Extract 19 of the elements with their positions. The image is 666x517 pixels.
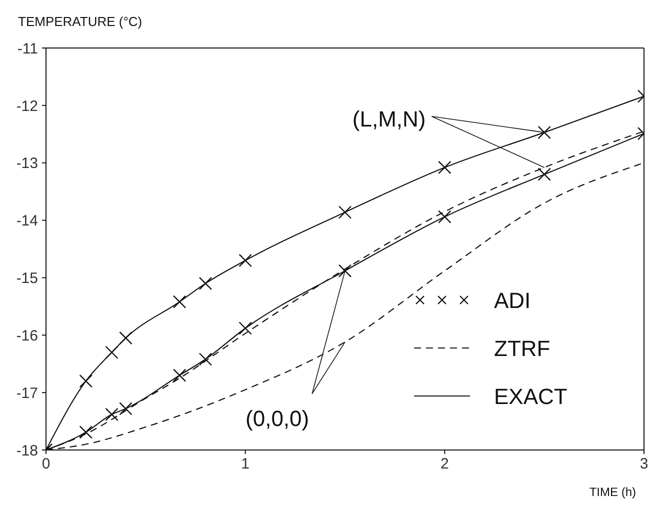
y-tick-label: -13 bbox=[16, 155, 38, 172]
y-tick-label: -18 bbox=[16, 442, 38, 460]
annotation: (L,M,N) bbox=[352, 106, 426, 132]
y-tick-label: -12 bbox=[16, 98, 38, 115]
x-tick-label: 3 bbox=[640, 456, 648, 473]
y-tick-label: -17 bbox=[16, 384, 38, 402]
legend-label: ZTRF bbox=[494, 336, 550, 361]
y-tick-label: -15 bbox=[16, 270, 38, 288]
x-axis-title: TIME (h) bbox=[589, 485, 636, 499]
y-axis-title: TEMPERATURE (°C) bbox=[18, 14, 142, 29]
legend-label: ADI bbox=[494, 288, 531, 313]
legend-label: EXACT bbox=[494, 384, 568, 409]
y-tick-label: -11 bbox=[17, 40, 38, 58]
y-tick-label: -16 bbox=[16, 327, 38, 344]
x-tick-label: 1 bbox=[241, 456, 250, 473]
x-tick-label: 0 bbox=[42, 456, 50, 473]
annotation: (0,0,0) bbox=[246, 406, 310, 431]
y-tick-label: -14 bbox=[16, 212, 38, 230]
x-tick-label: 2 bbox=[440, 456, 449, 473]
